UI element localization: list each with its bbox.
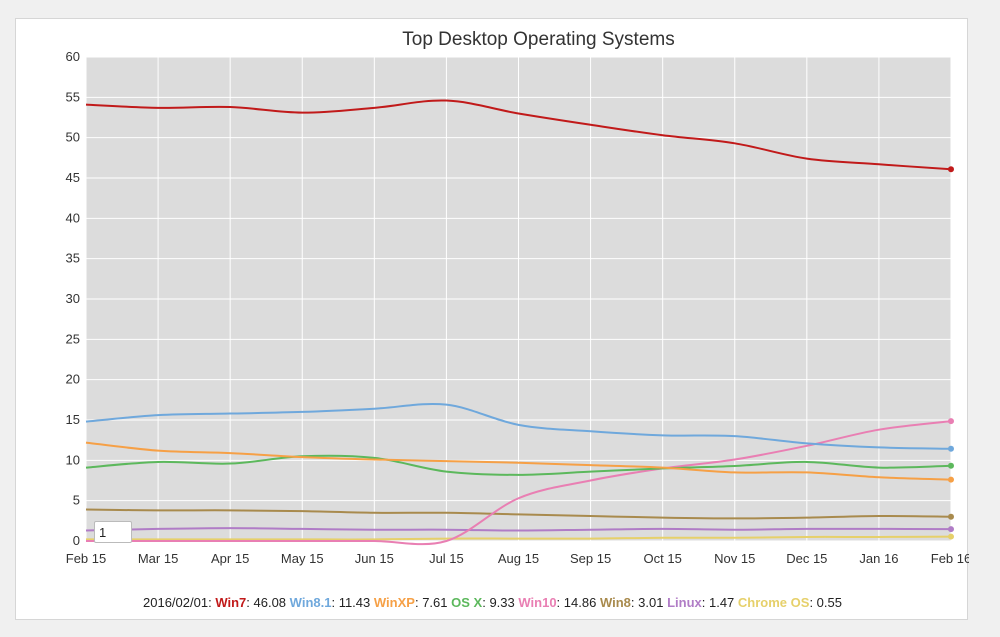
x-tick-label: Feb 16 bbox=[931, 551, 969, 566]
chart-frame: Top Desktop Operating Systems 0 5 10 15 20 25 3… bbox=[15, 18, 969, 620]
x-tick-label: Dec 15 bbox=[786, 551, 827, 566]
legend-value-win7: 46.08 bbox=[253, 595, 287, 610]
chart-title: Top Desktop Operating Systems bbox=[402, 29, 674, 50]
x-tick-label: May 15 bbox=[281, 551, 324, 566]
legend-name-win10: Win10 bbox=[518, 595, 557, 610]
series-point-win7 bbox=[948, 166, 954, 173]
legend-value-os-x: 9.33 bbox=[489, 595, 515, 610]
legend-name-linux: Linux bbox=[667, 595, 702, 610]
series-line-win8 bbox=[85, 508, 952, 520]
line-chart: Top Desktop Operating Systems 0 5 10 15 20 25 3… bbox=[66, 29, 969, 566]
x-tick-label: Jun 15 bbox=[355, 551, 394, 566]
legend-name-win8-1: Win8.1 bbox=[289, 595, 332, 610]
y-tick-label: 60 bbox=[66, 49, 80, 64]
y-tick-label: 50 bbox=[66, 130, 80, 145]
series-line-linux bbox=[85, 527, 952, 532]
x-tick-label: Mar 15 bbox=[138, 551, 178, 566]
series-line-win8-1 bbox=[85, 402, 952, 450]
x-tick-label: Apr 15 bbox=[211, 551, 249, 566]
series-line-os-x bbox=[85, 454, 952, 476]
x-tick-label: Aug 15 bbox=[498, 551, 539, 566]
y-tick-label: 25 bbox=[66, 331, 80, 346]
legend-value-linux: 1.47 bbox=[708, 595, 735, 610]
series-point-linux bbox=[948, 526, 954, 533]
y-tick-label: 40 bbox=[66, 210, 80, 225]
x-tick-label: Nov 15 bbox=[714, 551, 755, 566]
series-point-os-x bbox=[948, 462, 954, 469]
legend-value-winxp: 7.61 bbox=[422, 595, 448, 610]
x-tick-label: Sep 15 bbox=[570, 551, 611, 566]
hover-tooltip: 1 bbox=[94, 521, 132, 543]
series-point-win8 bbox=[948, 513, 954, 520]
legend-value-win8: 3.01 bbox=[638, 595, 664, 610]
y-tick-label: 55 bbox=[66, 89, 80, 104]
x-tick-label: Jul 15 bbox=[429, 551, 464, 566]
series-line-win10 bbox=[86, 420, 952, 546]
legend-value-win10: 14.86 bbox=[563, 595, 597, 610]
legend-name-win8: Win8 bbox=[599, 595, 631, 610]
legend-name-os-x: OS X bbox=[451, 595, 483, 610]
series-point-win8-1 bbox=[948, 445, 954, 452]
x-tick-label: Jan 16 bbox=[859, 551, 898, 566]
legend-name-winxp: WinXP bbox=[373, 595, 415, 610]
y-tick-label: 5 bbox=[73, 493, 80, 508]
y-tick-label: 30 bbox=[66, 291, 80, 306]
chart-legend: 2016/02/01: Win7: 46.08 Win8.1: 11.43 Wi… bbox=[143, 595, 842, 610]
y-tick-label: 10 bbox=[66, 452, 80, 467]
legend-value-chrome-os: 0.55 bbox=[816, 595, 842, 610]
series-point-win10 bbox=[948, 418, 954, 425]
y-tick-label: 45 bbox=[66, 170, 80, 185]
y-tick-label: 35 bbox=[66, 251, 80, 266]
series-line-win7 bbox=[85, 99, 952, 171]
legend-name-chrome-os: Chrome OS bbox=[737, 595, 810, 610]
series-point-winxp bbox=[948, 476, 954, 483]
y-tick-label: 20 bbox=[66, 372, 80, 387]
legend-name-win7: Win7 bbox=[215, 595, 247, 610]
legend-value-win8-1: 11.43 bbox=[338, 595, 371, 610]
y-tick-label: 15 bbox=[66, 412, 80, 427]
series-point-chrome-os bbox=[948, 533, 954, 540]
series-line-winxp bbox=[85, 441, 952, 481]
series-line-chrome-os bbox=[85, 535, 952, 541]
x-tick-label: Oct 15 bbox=[644, 551, 682, 566]
x-tick-label: Feb 15 bbox=[66, 551, 106, 566]
y-tick-label: 0 bbox=[73, 533, 80, 548]
legend-date: 2016/02/01 bbox=[143, 595, 209, 610]
